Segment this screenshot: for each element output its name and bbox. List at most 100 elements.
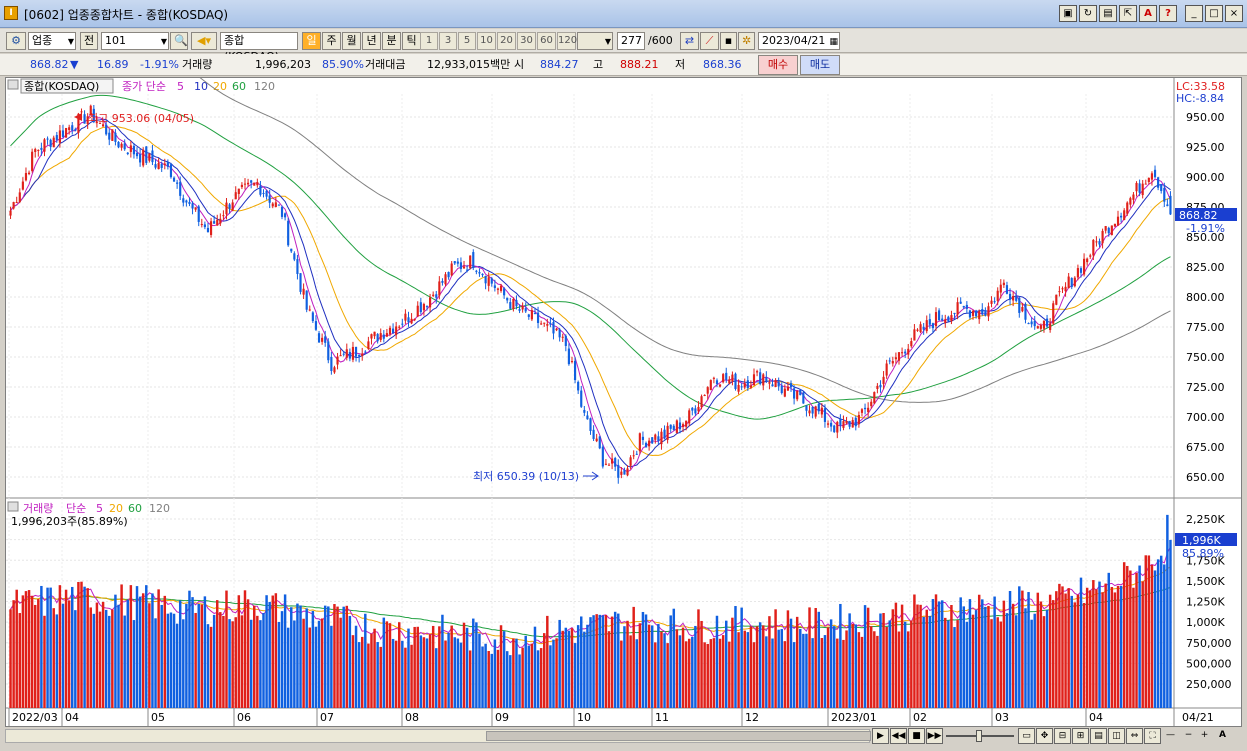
pin-icon[interactable]: ⇱ xyxy=(1119,5,1137,22)
expand-icon[interactable]: ⇔ xyxy=(1126,728,1143,744)
chart-area[interactable]: 종합(KOSDAQ) 종가 단순 5 10 20 60 120 LC:33.58… xyxy=(5,20,1242,727)
font-icon[interactable]: A xyxy=(1139,5,1157,22)
save-icon[interactable]: ▪ xyxy=(720,32,737,50)
print-icon[interactable]: ▤ xyxy=(1099,5,1117,22)
tab-week[interactable]: 주 xyxy=(322,32,341,50)
maximize-button[interactable]: □ xyxy=(1205,5,1223,22)
settings-tool-icon[interactable]: ⚙ xyxy=(6,32,26,50)
price-panel-title-box xyxy=(20,78,114,94)
fast-forward-icon[interactable]: ▶▶ xyxy=(926,728,943,744)
layout-icon[interactable]: ▭ xyxy=(1018,728,1035,744)
horizontal-scrollbar[interactable] xyxy=(5,729,871,743)
grid-icon[interactable]: ⊞ xyxy=(1072,728,1089,744)
volume-bar xyxy=(709,639,713,708)
candle-body xyxy=(336,356,339,365)
candle-body xyxy=(123,143,126,150)
volume-bar xyxy=(1073,602,1077,708)
help-icon[interactable]: ? xyxy=(1159,5,1177,22)
jeon-button[interactable]: 전 xyxy=(80,32,98,50)
volume-bar xyxy=(712,638,716,708)
play-icon[interactable]: ▶ xyxy=(872,728,889,744)
candle-body xyxy=(367,341,370,349)
tab-minute[interactable]: 분 xyxy=(382,32,401,50)
volume-bar xyxy=(755,626,759,708)
refresh-icon[interactable]: ↻ xyxy=(1079,5,1097,22)
auto-scale-icon[interactable]: A xyxy=(1219,730,1226,740)
zoom-out-icon[interactable]: — xyxy=(1166,730,1175,740)
candle-body xyxy=(327,341,330,361)
interval-3[interactable]: 3 xyxy=(439,32,457,50)
stop-icon[interactable]: ■ xyxy=(908,728,925,744)
speaker-icon[interactable]: ◀▾ xyxy=(191,32,217,50)
interval-60[interactable]: 60 xyxy=(537,32,556,50)
volume-ma-60-label: 60 xyxy=(128,502,142,515)
candle-body xyxy=(499,285,503,291)
candle-body xyxy=(191,203,194,209)
crosshair-icon[interactable]: ✥ xyxy=(1036,728,1053,744)
display-icon[interactable]: ▤ xyxy=(1090,728,1107,744)
minus-icon[interactable]: − xyxy=(1184,730,1193,740)
candle-body xyxy=(182,198,185,203)
fullscreen-icon[interactable]: ⛶ xyxy=(1144,728,1161,744)
rewind-icon[interactable]: ◀◀ xyxy=(890,728,907,744)
date-input[interactable]: 2023/04/21 ▦ xyxy=(758,32,840,50)
buy-button[interactable]: 매수 xyxy=(758,55,798,75)
candle-body xyxy=(287,220,290,246)
volume-bar xyxy=(323,605,327,708)
volume-bar xyxy=(539,648,543,708)
market-select[interactable]: 업종 ▼ xyxy=(28,32,76,50)
candle-body xyxy=(589,418,592,431)
minimize-button[interactable]: _ xyxy=(1185,5,1203,22)
line-tool-icon[interactable]: ⟋ xyxy=(700,32,719,50)
volume-bar xyxy=(993,596,996,708)
code-input[interactable]: 101 ▼ xyxy=(101,32,169,50)
volume-bar xyxy=(897,631,901,708)
sell-button[interactable]: 매도 xyxy=(800,55,840,75)
interval-30[interactable]: 30 xyxy=(517,32,536,50)
candle-body xyxy=(102,124,105,127)
interval-20[interactable]: 20 xyxy=(497,32,516,50)
interval-1[interactable]: 1 xyxy=(420,32,438,50)
interval-dropdown[interactable]: ▼ xyxy=(577,32,613,50)
tab-month[interactable]: 월 xyxy=(342,32,361,50)
candle-body xyxy=(1027,323,1030,325)
volume-bar xyxy=(1135,572,1138,708)
count-input[interactable]: 277 xyxy=(617,32,645,50)
volume-panel-handle-icon[interactable] xyxy=(7,501,19,512)
scroll-thumb[interactable] xyxy=(486,731,871,741)
interval-5[interactable]: 5 xyxy=(458,32,476,50)
interval-10[interactable]: 10 xyxy=(477,32,496,50)
zoom-slider-thumb[interactable] xyxy=(976,730,982,742)
search-icon[interactable]: 🔍 xyxy=(170,32,188,50)
volume-bar xyxy=(138,596,142,708)
close-button[interactable]: × xyxy=(1225,5,1243,22)
candle-body xyxy=(570,361,574,363)
split-icon[interactable]: ⊟ xyxy=(1054,728,1071,744)
candle-body xyxy=(105,124,108,135)
volume-bar xyxy=(357,642,361,708)
volume-tick-label: 2,250K xyxy=(1186,513,1225,526)
swap-icon[interactable]: ⇄ xyxy=(680,32,699,50)
tab-day[interactable]: 일 xyxy=(302,32,321,50)
chart-svg[interactable]: 종합(KOSDAQ) 종가 단순 5 10 20 60 120 LC:33.58… xyxy=(6,20,1241,726)
volume-bar xyxy=(552,639,555,708)
gear-icon[interactable]: ✲ xyxy=(738,32,755,50)
candle-body xyxy=(867,407,870,413)
candle-body xyxy=(413,318,416,321)
candle-body xyxy=(12,202,15,209)
volume-bar xyxy=(826,627,830,708)
calendar-icon[interactable]: ▦ xyxy=(829,37,838,47)
overlay-icon[interactable]: ◫ xyxy=(1108,728,1125,744)
candle-body xyxy=(1141,183,1144,196)
link-window-icon[interactable]: ▣ xyxy=(1059,5,1077,22)
plus-icon[interactable]: + xyxy=(1200,730,1209,740)
candle-body xyxy=(836,421,839,433)
high-value: 888.21 xyxy=(620,58,659,71)
panel-handle-icon[interactable] xyxy=(7,79,19,90)
tab-year[interactable]: 년 xyxy=(362,32,381,50)
candle-body xyxy=(422,304,425,311)
candle-body xyxy=(259,185,262,195)
candle-body xyxy=(148,153,151,161)
tab-tick[interactable]: 틱 xyxy=(402,32,421,50)
interval-120[interactable]: 120 xyxy=(557,32,577,50)
